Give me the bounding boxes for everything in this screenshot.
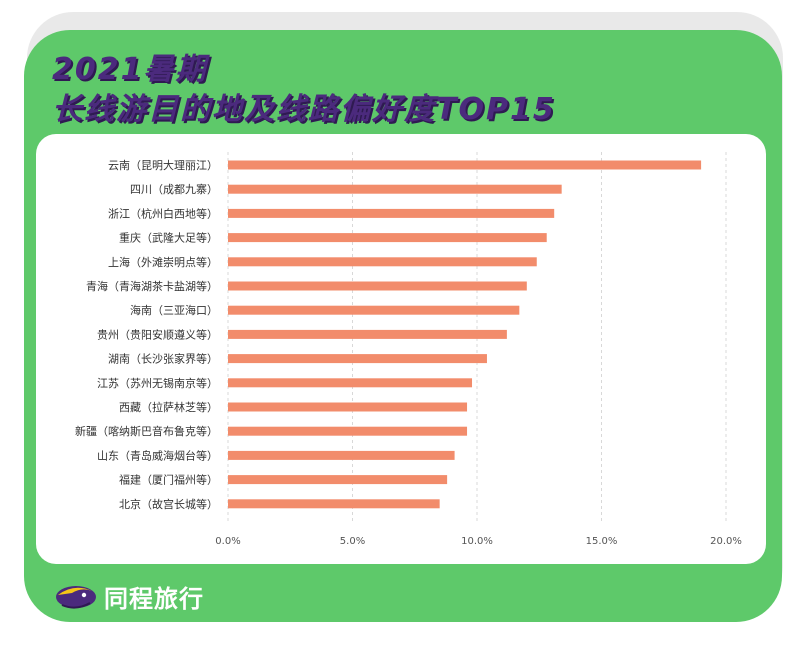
bar	[228, 257, 537, 267]
category-label: 上海（外滩崇明点等）	[108, 255, 218, 269]
category-label: 福建（厦门福州等）	[119, 473, 218, 487]
bar	[228, 281, 527, 291]
category-label: 湖南（长沙张家界等）	[108, 352, 218, 366]
bar	[228, 354, 487, 364]
bar	[228, 184, 562, 194]
bar	[228, 402, 468, 412]
category-label: 西藏（拉萨林芝等）	[119, 400, 218, 414]
bar	[228, 475, 448, 485]
category-label: 四川（成都九寨）	[130, 182, 218, 196]
category-label: 海南（三亚海口）	[130, 303, 218, 317]
bar	[228, 499, 440, 509]
category-label: 重庆（武隆大足等）	[119, 231, 218, 245]
brand-logo: 同程旅行	[52, 578, 204, 614]
category-label: 江苏（苏州无锡南京等）	[97, 376, 218, 390]
category-label: 北京（故宫长城等）	[119, 497, 218, 511]
x-tick-label: 5.0%	[340, 536, 365, 547]
category-label: 云南（昆明大理丽江）	[108, 158, 218, 172]
x-tick-label: 20.0%	[710, 536, 742, 547]
bar	[228, 329, 507, 339]
bar	[228, 305, 520, 315]
category-label: 贵州（贵阳安顺遵义等）	[97, 327, 218, 341]
chart-panel: 0.0% 5.0% 10.0% 15.0% 20.0% 云南（昆明大理丽江） 四川（成都九寨…	[36, 134, 766, 564]
tongcheng-bird-logo-icon	[56, 586, 96, 609]
bar	[228, 450, 455, 460]
bar	[228, 208, 555, 218]
bar	[228, 378, 473, 388]
x-tick-label: 0.0%	[215, 536, 240, 547]
bar-chart: 0.0% 5.0% 10.0% 15.0% 20.0% 云南（昆明大理丽江） 四川（成都九寨…	[75, 152, 742, 547]
category-label: 新疆（喀纳斯巴音布鲁克等）	[75, 424, 218, 438]
bar	[228, 160, 702, 170]
title-main: 长线游目的地及线路偏好度TOP15	[52, 92, 556, 127]
category-label: 浙江（杭州白西地等）	[108, 206, 218, 220]
title-year: 2021暑期	[52, 52, 208, 87]
category-label: 青海（青海湖茶卡盐湖等）	[86, 279, 218, 293]
brand-name: 同程旅行	[104, 584, 204, 613]
bar	[228, 233, 547, 243]
x-tick-label: 10.0%	[461, 536, 493, 547]
x-tick-label: 15.0%	[586, 536, 618, 547]
bar	[228, 426, 468, 436]
category-label: 山东（青岛威海烟台等）	[97, 448, 218, 462]
